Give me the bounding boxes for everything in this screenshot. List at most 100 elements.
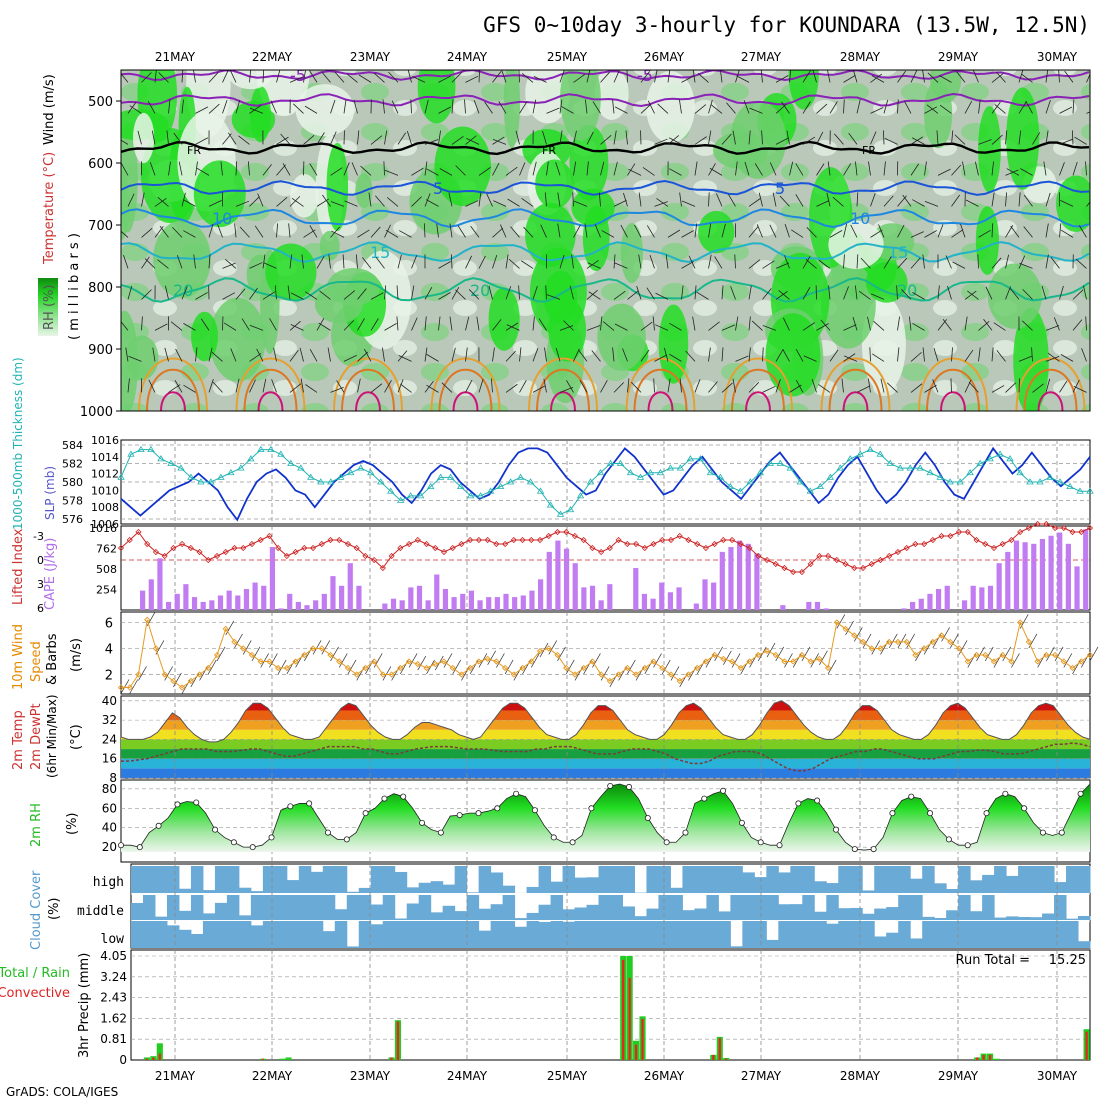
wind-barb — [1086, 201, 1090, 207]
precip-axis-label-convective: Convective — [0, 986, 70, 1001]
wind-barb — [555, 347, 561, 362]
wind-barb — [653, 653, 662, 668]
cloud-cell — [298, 895, 312, 920]
wind-barb — [843, 223, 848, 238]
wind-barb — [760, 70, 763, 83]
thickness-point — [1076, 487, 1084, 494]
wind-barb — [991, 73, 1004, 83]
wind-barb — [708, 130, 712, 145]
wind-barb — [546, 294, 561, 300]
li-point — [519, 536, 526, 544]
cloud-cell — [190, 895, 204, 920]
cloud-cell — [466, 895, 480, 920]
li-point — [964, 528, 971, 536]
cloud-cell — [514, 918, 528, 920]
wind-barb — [532, 99, 537, 114]
wind-barb — [613, 70, 620, 83]
rh-point — [851, 846, 858, 853]
wind-barb — [208, 223, 214, 238]
wind-barb — [714, 256, 723, 269]
isotherm-line — [121, 179, 1090, 196]
wind-barb — [407, 70, 412, 83]
thickness-point — [297, 464, 305, 471]
precip-tick-label: 1.62 — [100, 1011, 127, 1025]
cloud-cell — [490, 872, 504, 893]
cloud-cell — [226, 866, 240, 893]
wind-barb — [964, 379, 972, 393]
wind-barb — [886, 382, 898, 393]
cloud-cell — [550, 895, 564, 920]
cape-bar — [745, 543, 751, 610]
thickness-point — [586, 478, 595, 485]
wind-barb — [331, 230, 345, 238]
wind-point — [196, 671, 203, 678]
wind-barb — [897, 195, 907, 207]
wind-barb — [141, 72, 152, 83]
wind-barb — [594, 224, 601, 238]
thickness-point — [1066, 482, 1074, 490]
isotherm-label: -5 — [290, 66, 306, 85]
rh-patch — [1056, 175, 1090, 232]
cape-bar — [927, 593, 933, 610]
wind-barb — [1063, 653, 1073, 668]
cloud-cell — [430, 881, 444, 893]
wind-barb — [257, 193, 264, 207]
wind-point — [475, 658, 483, 665]
cape-bar — [399, 600, 405, 610]
rh-patch — [571, 188, 615, 227]
cape-bar — [711, 582, 717, 610]
wind-barb — [121, 162, 129, 176]
li-point — [1078, 528, 1085, 536]
li-point — [598, 548, 605, 556]
li-point — [685, 536, 692, 544]
cloud-cell — [1078, 915, 1091, 920]
wind-barb — [942, 318, 952, 331]
wind-barb — [449, 223, 453, 238]
isotherm-dome — [731, 368, 785, 411]
wind-barb — [933, 347, 939, 362]
millibars-axis-label: ( m i l l i b a r s ) — [67, 233, 82, 340]
date-label-bottom: 21MAY — [155, 1069, 196, 1083]
wind-barb — [991, 134, 1003, 145]
wind-barb — [869, 347, 871, 362]
precip-convective-bar — [261, 1058, 264, 1060]
thickness-point — [716, 473, 725, 480]
wind-barb — [937, 224, 944, 238]
slp-tick-label: 1012 — [91, 468, 119, 481]
wind-point — [554, 651, 561, 659]
wind-point — [536, 647, 544, 655]
wind-axis-label: Wind (m/s) — [42, 74, 57, 145]
cloud-cell — [838, 866, 851, 893]
li-tick-label: 0 — [37, 554, 44, 567]
wind-barb — [775, 137, 789, 145]
wind-barb — [1009, 288, 1020, 300]
precip-convective-bar — [152, 1057, 155, 1060]
li-point — [117, 544, 125, 552]
wind-barb — [193, 254, 196, 269]
wind-barb — [1010, 225, 1020, 238]
cloud-cell — [1006, 921, 1019, 948]
li-point — [781, 564, 788, 572]
cape-bar — [693, 603, 699, 610]
li-point — [1086, 524, 1094, 532]
thickness-point — [906, 464, 914, 471]
precip-convective-bar — [976, 1057, 979, 1060]
cloud-cell — [538, 866, 552, 893]
cloud-cell — [514, 926, 528, 948]
cloud-cell — [322, 866, 336, 893]
wind-barb — [586, 325, 601, 331]
wind-barb — [602, 321, 615, 331]
isotherm-label: 5 — [433, 179, 443, 198]
wind-barb — [397, 379, 404, 393]
wind-barb — [655, 292, 669, 300]
slp-line — [120, 446, 1091, 522]
wind-barb — [476, 316, 480, 331]
wind-barb — [661, 659, 671, 675]
thickness-point — [217, 473, 225, 480]
wind-barb — [291, 197, 304, 207]
wind-barb — [631, 382, 642, 393]
wind-barb — [384, 285, 387, 300]
wind-barb — [667, 229, 681, 238]
cloud-cell — [262, 866, 276, 893]
cloud-cell — [274, 921, 288, 948]
